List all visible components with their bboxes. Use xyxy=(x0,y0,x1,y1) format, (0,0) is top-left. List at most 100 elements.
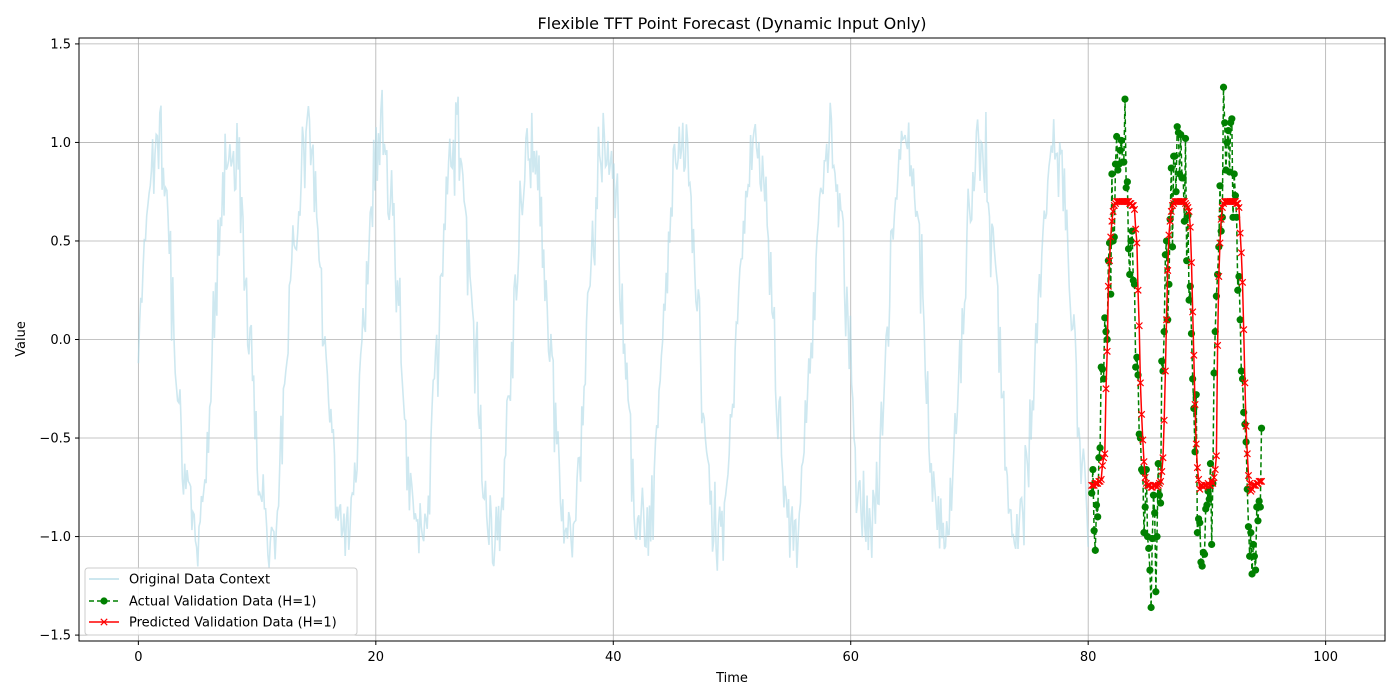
legend-actual-marker xyxy=(100,597,108,605)
x-tick-label: 60 xyxy=(842,650,859,665)
predicted-point xyxy=(1165,231,1173,239)
actual-point xyxy=(1155,491,1164,499)
predicted-point xyxy=(1210,473,1218,482)
predicted-point xyxy=(1164,266,1172,275)
actual-point xyxy=(1124,245,1133,253)
actual-point xyxy=(1179,174,1187,182)
actual-point xyxy=(1247,529,1255,537)
predicted-point xyxy=(1107,233,1115,241)
predicted-point xyxy=(1232,199,1241,208)
legend: Original Data Context Actual Validation D… xyxy=(84,567,358,636)
actual-point xyxy=(1116,146,1124,154)
predicted-point xyxy=(1105,257,1114,265)
actual-point xyxy=(1216,182,1224,190)
legend-predicted-label: Predicted Validation Data (H=1) xyxy=(129,616,337,631)
actual-point xyxy=(1232,213,1241,221)
actual-point xyxy=(1088,489,1096,497)
predicted-point xyxy=(1162,316,1171,324)
actual-point xyxy=(1110,233,1118,241)
plot-area xyxy=(137,83,1266,612)
predicted-point xyxy=(1211,465,1219,474)
actual-point xyxy=(1157,499,1165,507)
actual-point xyxy=(1191,448,1199,456)
actual-point xyxy=(1254,517,1262,525)
actual-point xyxy=(1230,170,1238,178)
predicted-point xyxy=(1098,461,1107,470)
actual-point xyxy=(1128,227,1136,235)
actual-point xyxy=(1236,316,1244,324)
actual-point xyxy=(1257,424,1266,432)
actual-point xyxy=(1100,375,1108,383)
actual-point xyxy=(1102,328,1110,336)
predicted-point xyxy=(1191,400,1199,409)
predicted-series-line xyxy=(1091,200,1262,494)
predicted-point xyxy=(1166,217,1174,225)
predicted-point xyxy=(1141,473,1149,482)
y-tick-label: 1.0 xyxy=(50,136,71,151)
actual-point xyxy=(1249,540,1257,549)
actual-point xyxy=(1092,501,1101,509)
predicted-point xyxy=(1129,201,1137,210)
predicted-point xyxy=(1122,197,1130,206)
predicted-point xyxy=(1209,479,1217,487)
predicted-point xyxy=(1246,479,1254,487)
actual-point xyxy=(1198,562,1206,570)
x-tick-label: 0 xyxy=(134,650,142,665)
actual-point xyxy=(1172,188,1180,196)
predicted-point xyxy=(1256,477,1264,486)
predicted-point xyxy=(1217,215,1225,223)
predicted-point xyxy=(1234,199,1242,208)
predicted-point xyxy=(1139,436,1147,444)
actual-point xyxy=(1122,184,1130,192)
x-axis-label: Time xyxy=(715,671,748,686)
predicted-point xyxy=(1243,450,1251,458)
predicted-point xyxy=(1109,207,1117,216)
actual-point xyxy=(1098,365,1107,373)
predicted-point xyxy=(1257,477,1266,486)
actual-point xyxy=(1192,391,1200,399)
actual-point xyxy=(1147,603,1155,612)
predicted-point xyxy=(1235,203,1243,212)
actual-point xyxy=(1173,123,1181,131)
actual-point xyxy=(1256,503,1264,511)
axis-ticks: 0 20 40 60 80 100 −1.5 −1.0 −0.5 0.0 0.5 1.0 1.5 xyxy=(39,37,1338,665)
actual-point xyxy=(1200,550,1209,558)
predicted-point xyxy=(1159,454,1167,462)
actual-point xyxy=(1185,296,1193,304)
predicted-point xyxy=(1137,410,1146,419)
actual-point xyxy=(1127,237,1135,245)
legend-actual-label: Actual Validation Data (H=1) xyxy=(129,595,316,610)
actual-point xyxy=(1120,158,1128,166)
predicted-point xyxy=(1130,205,1139,214)
predicted-point xyxy=(1193,463,1202,472)
y-tick-label: 1.5 xyxy=(50,37,71,52)
predicted-point xyxy=(1140,458,1148,466)
legend-predicted-marker xyxy=(100,618,108,626)
actual-point xyxy=(1167,164,1175,172)
actual-point xyxy=(1206,460,1215,468)
actual-point xyxy=(1180,217,1188,225)
predicted-point xyxy=(1102,385,1110,393)
chart-title: Flexible TFT Point Forecast (Dynamic Inp… xyxy=(537,14,926,33)
actual-point xyxy=(1153,532,1161,541)
actual-point xyxy=(1158,357,1166,365)
actual-point xyxy=(1091,546,1099,554)
actual-point xyxy=(1123,178,1131,186)
predicted-point xyxy=(1088,481,1096,489)
predicted-point xyxy=(1192,440,1200,448)
predicted-point xyxy=(1185,207,1193,216)
y-tick-label: −0.5 xyxy=(39,432,71,447)
predicted-point xyxy=(1136,379,1145,387)
actual-point xyxy=(1181,134,1190,143)
predicted-point xyxy=(1104,282,1112,290)
legend-context-label: Original Data Context xyxy=(129,573,270,588)
actual-point xyxy=(1132,363,1140,371)
predicted-point xyxy=(1205,481,1213,489)
y-tick-label: 0.5 xyxy=(50,234,71,249)
predicted-point xyxy=(1244,471,1253,480)
predicted-point xyxy=(1143,481,1152,489)
actual-point xyxy=(1094,513,1102,521)
predicted-point xyxy=(1249,481,1257,489)
predicted-point xyxy=(1212,452,1221,460)
actual-point xyxy=(1250,552,1258,560)
